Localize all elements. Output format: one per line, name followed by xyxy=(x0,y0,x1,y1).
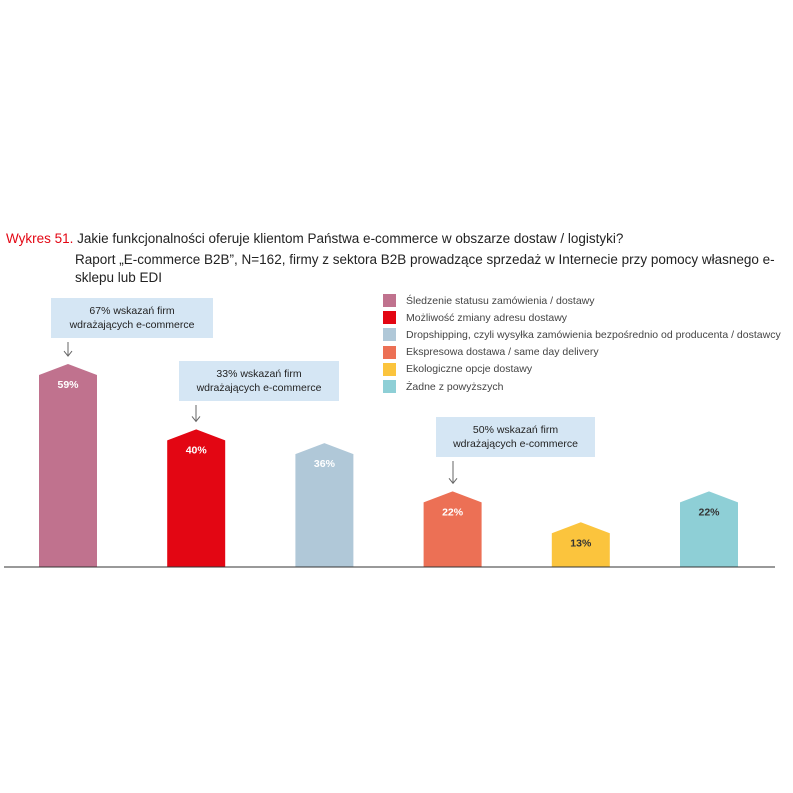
legend-swatch xyxy=(383,362,396,376)
bars-group: 59% 40% 36% 22% 13% 22% xyxy=(39,364,738,567)
bar-value-label-5: 13% xyxy=(570,537,592,549)
bar-4 xyxy=(423,491,482,567)
bar-2 xyxy=(167,429,226,567)
legend-label: Dropshipping, czyli wysyłka zamówienia b… xyxy=(406,328,781,341)
callout-line-2: wdrażających e-commerce xyxy=(69,319,195,331)
callout-line-2: wdrażających e-commerce xyxy=(196,382,322,394)
legend-swatch xyxy=(383,311,396,325)
bar-value-label-1: 59% xyxy=(57,379,79,391)
chart-question: Jakie funkcjonalności oferuje klientom P… xyxy=(73,231,624,246)
callout-arrow-head xyxy=(448,478,458,485)
callout-2: 33% wskazań firm wdrażających e-commerce xyxy=(179,361,339,401)
legend-swatch xyxy=(383,380,396,394)
bar-value-label-4: 22% xyxy=(442,506,464,518)
bar-6 xyxy=(680,491,738,567)
callout-3: 50% wskazań firm wdrażających e-commerce xyxy=(436,417,595,457)
chart-subtitle: Raport „E-commerce B2B”, N=162, firmy z … xyxy=(75,252,775,285)
bar-value-label-2: 40% xyxy=(186,444,208,456)
legend-item-3: Dropshipping, czyli wysyłka zamówienia b… xyxy=(383,326,781,343)
legend-item-6: Żadne z powyższych xyxy=(383,378,781,395)
legend-item-5: Ekologiczne opcje dostawy xyxy=(383,361,781,378)
bar-1 xyxy=(39,364,97,567)
callout-arrows xyxy=(63,342,458,485)
legend-label: Możliwość zmiany adresu dostawy xyxy=(406,311,568,324)
chart-number-label: Wykres 51. xyxy=(6,231,74,246)
bar-3 xyxy=(295,443,354,567)
chart-title: Wykres 51. Jakie funkcjonalności oferuje… xyxy=(6,230,776,248)
callout-line-1: 67% wskazań firm xyxy=(89,305,175,317)
legend-swatch xyxy=(383,294,396,308)
callout-1: 67% wskazań firm wdrażających e-commerce xyxy=(51,298,213,338)
legend-label: Śledzenie statusu zamówienia / dostawy xyxy=(406,294,595,307)
legend-item-2: Możliwość zmiany adresu dostawy xyxy=(383,309,781,326)
legend-label: Żadne z powyższych xyxy=(406,380,504,393)
callout-line-1: 33% wskazań firm xyxy=(216,368,302,380)
legend-item-1: Śledzenie statusu zamówienia / dostawy xyxy=(383,292,781,309)
legend: Śledzenie statusu zamówienia / dostawy Mo… xyxy=(383,292,781,395)
bar-value-label-6: 22% xyxy=(698,506,720,518)
bar-5 xyxy=(551,522,610,567)
callout-line-2: wdrażających e-commerce xyxy=(453,438,578,450)
legend-label: Ekspresowa dostawa / same day delivery xyxy=(406,346,599,359)
legend-swatch xyxy=(383,328,396,342)
legend-label: Ekologiczne opcje dostawy xyxy=(406,363,533,376)
callout-arrow-head xyxy=(63,350,73,357)
legend-item-4: Ekspresowa dostawa / same day delivery xyxy=(383,344,781,361)
legend-swatch xyxy=(383,345,396,359)
bar-value-label-3: 36% xyxy=(314,458,336,470)
callout-arrow-head xyxy=(191,416,201,423)
callout-line-1: 50% wskazań firm xyxy=(472,424,559,436)
